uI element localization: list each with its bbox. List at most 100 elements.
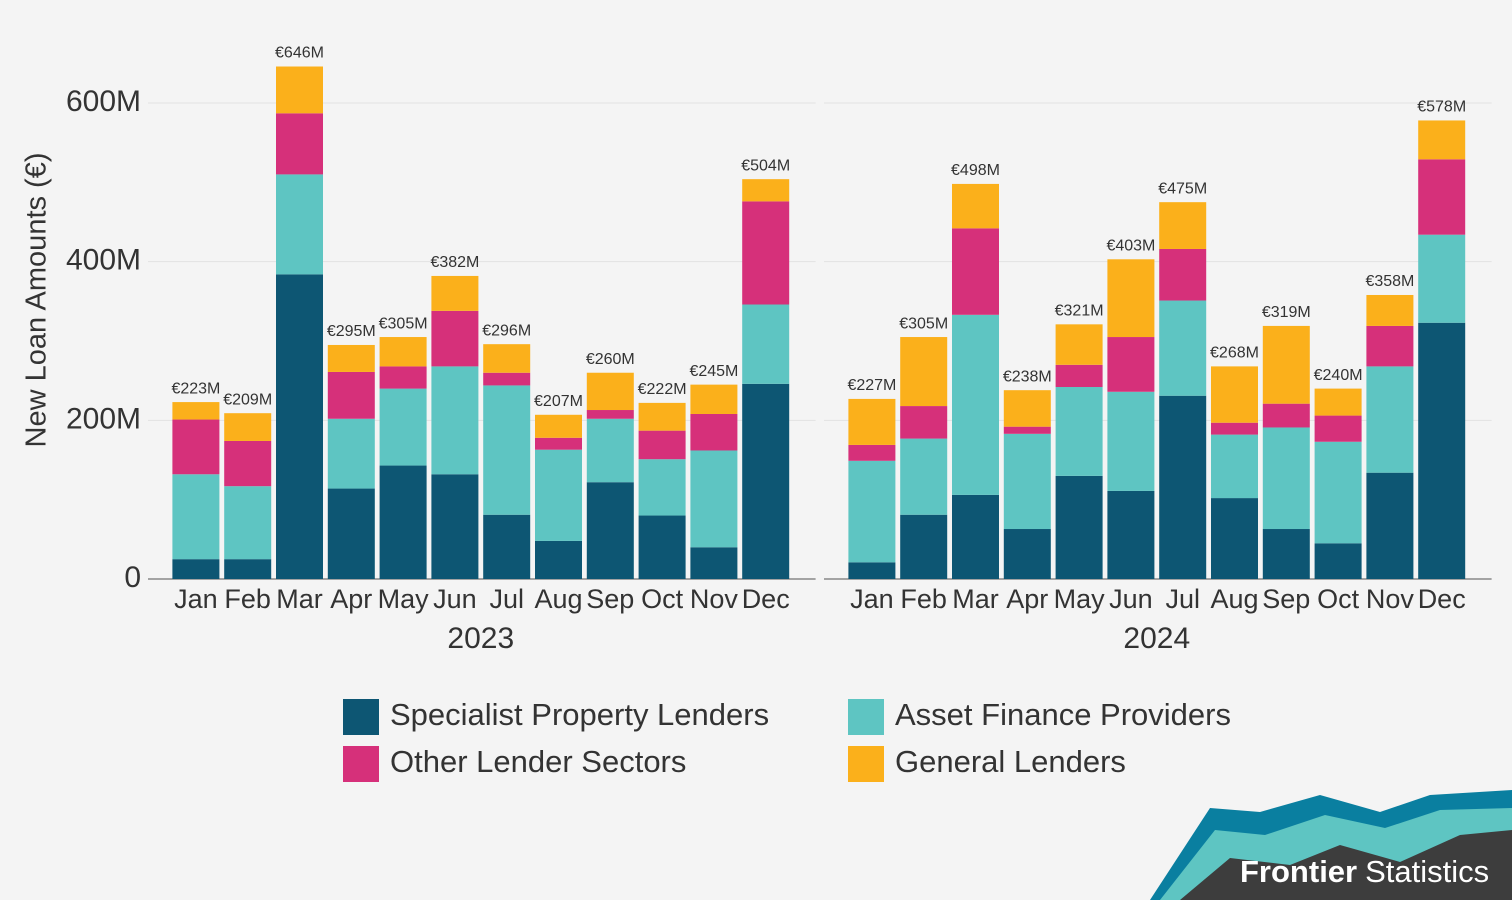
- bar-segment: [431, 310, 479, 367]
- total-label: €296M: [482, 322, 531, 339]
- bar-segment: [535, 414, 582, 438]
- x-tick-label: Sep: [586, 584, 634, 614]
- legend-swatch: [848, 746, 884, 782]
- bar-segment: [379, 465, 427, 579]
- bar-segment: [742, 201, 790, 305]
- bar-segment: [638, 402, 686, 431]
- bar-segment: [690, 450, 738, 548]
- bar-segment: [535, 540, 582, 579]
- bar-segment: [848, 444, 896, 461]
- bar-segment: [483, 372, 531, 386]
- legend-swatch: [848, 699, 884, 735]
- total-label: €305M: [899, 315, 948, 332]
- x-tick-label: Feb: [224, 584, 271, 614]
- bar-segment: [379, 388, 427, 466]
- total-label: €319M: [1262, 304, 1311, 321]
- total-label: €475M: [1158, 180, 1207, 197]
- legend-label: Specialist Property Lenders: [390, 697, 769, 732]
- bar-segment: [1159, 248, 1207, 301]
- bar-segment: [690, 413, 738, 451]
- bar-segment: [327, 488, 375, 579]
- bar-segment: [1262, 529, 1310, 579]
- x-tick-label: Mar: [952, 584, 999, 614]
- bar-segment: [224, 486, 272, 560]
- bar-segment: [900, 514, 948, 579]
- x-tick-label: Aug: [534, 584, 582, 614]
- bar-segment: [172, 419, 220, 475]
- bar-segment: [900, 438, 948, 515]
- x-tick-label: Aug: [1210, 584, 1258, 614]
- bar-segment: [224, 440, 272, 487]
- bar-segment: [1003, 390, 1051, 427]
- bar-segment: [1211, 422, 1258, 435]
- bar-segment: [483, 385, 531, 515]
- legend-swatch: [343, 746, 379, 782]
- total-label: €240M: [1314, 367, 1363, 384]
- total-label: €578M: [1417, 99, 1466, 116]
- bar-segment: [742, 383, 790, 579]
- bar-segment: [848, 562, 896, 579]
- bar-segment: [483, 514, 531, 579]
- y-tick-label: 200M: [66, 402, 141, 435]
- x-tick-label: Nov: [690, 584, 739, 614]
- total-label: €209M: [223, 391, 272, 408]
- y-tick-label: 600M: [66, 85, 141, 118]
- bar-segment: [535, 437, 582, 450]
- bar-segment: [1366, 294, 1414, 326]
- bar-segment: [742, 179, 790, 202]
- logo-bold: Frontier: [1240, 854, 1357, 889]
- bar-segment: [327, 371, 375, 419]
- legend-label: General Lenders: [895, 744, 1126, 779]
- x-tick-label: Jan: [850, 584, 894, 614]
- bar-segment: [952, 228, 999, 315]
- bar-segment: [1107, 337, 1155, 392]
- bar-segment: [535, 449, 582, 541]
- logo: Frontier Statistics: [1150, 790, 1512, 900]
- bar-segment: [638, 430, 686, 460]
- bar-segment: [1055, 324, 1103, 365]
- bar-segment: [1003, 426, 1051, 434]
- bar-segment: [1107, 490, 1155, 579]
- bar-segment: [431, 366, 479, 475]
- bar-segment: [1262, 325, 1310, 404]
- total-label: €504M: [741, 157, 790, 174]
- bar-segment: [848, 460, 896, 563]
- x-tick-label: Apr: [1006, 584, 1048, 614]
- bar-segment: [900, 406, 948, 439]
- bar-segment: [224, 413, 272, 441]
- bar-segment: [1262, 403, 1310, 428]
- x-tick-label: May: [378, 584, 430, 614]
- bar-segment: [276, 174, 323, 275]
- bar-segment: [742, 304, 790, 384]
- bar-segment: [1262, 427, 1310, 530]
- total-label: €358M: [1365, 273, 1414, 290]
- legend-label: Other Lender Sectors: [390, 744, 686, 779]
- bar-segment: [638, 515, 686, 579]
- bar-segment: [1107, 259, 1155, 338]
- x-tick-label: Sep: [1262, 584, 1310, 614]
- x-tick-label: Feb: [900, 584, 947, 614]
- bar-segment: [1055, 364, 1103, 388]
- bar-segment: [1418, 322, 1466, 579]
- bar-segment: [1366, 366, 1414, 473]
- x-tick-label: Dec: [1418, 584, 1466, 614]
- x-tick-label: Oct: [1317, 584, 1360, 614]
- x-tick-label: Jan: [174, 584, 218, 614]
- bar-segment: [172, 402, 220, 420]
- bar-segment: [172, 559, 220, 579]
- x-tick-label: Apr: [330, 584, 372, 614]
- logo-regular: Statistics: [1365, 854, 1489, 889]
- total-label: €222M: [638, 381, 687, 398]
- bar-segment: [1107, 391, 1155, 491]
- total-label: €403M: [1106, 238, 1155, 255]
- bar-segment: [1055, 387, 1103, 476]
- bar-segment: [1211, 498, 1258, 579]
- y-axis-label: New Loan Amounts (€): [21, 153, 53, 448]
- x-tick-label: Dec: [742, 584, 790, 614]
- bar-segment: [431, 474, 479, 579]
- y-tick-label: 400M: [66, 244, 141, 277]
- bar-segment: [848, 398, 896, 445]
- bar-segment: [900, 337, 948, 407]
- bar-segment: [1314, 441, 1362, 544]
